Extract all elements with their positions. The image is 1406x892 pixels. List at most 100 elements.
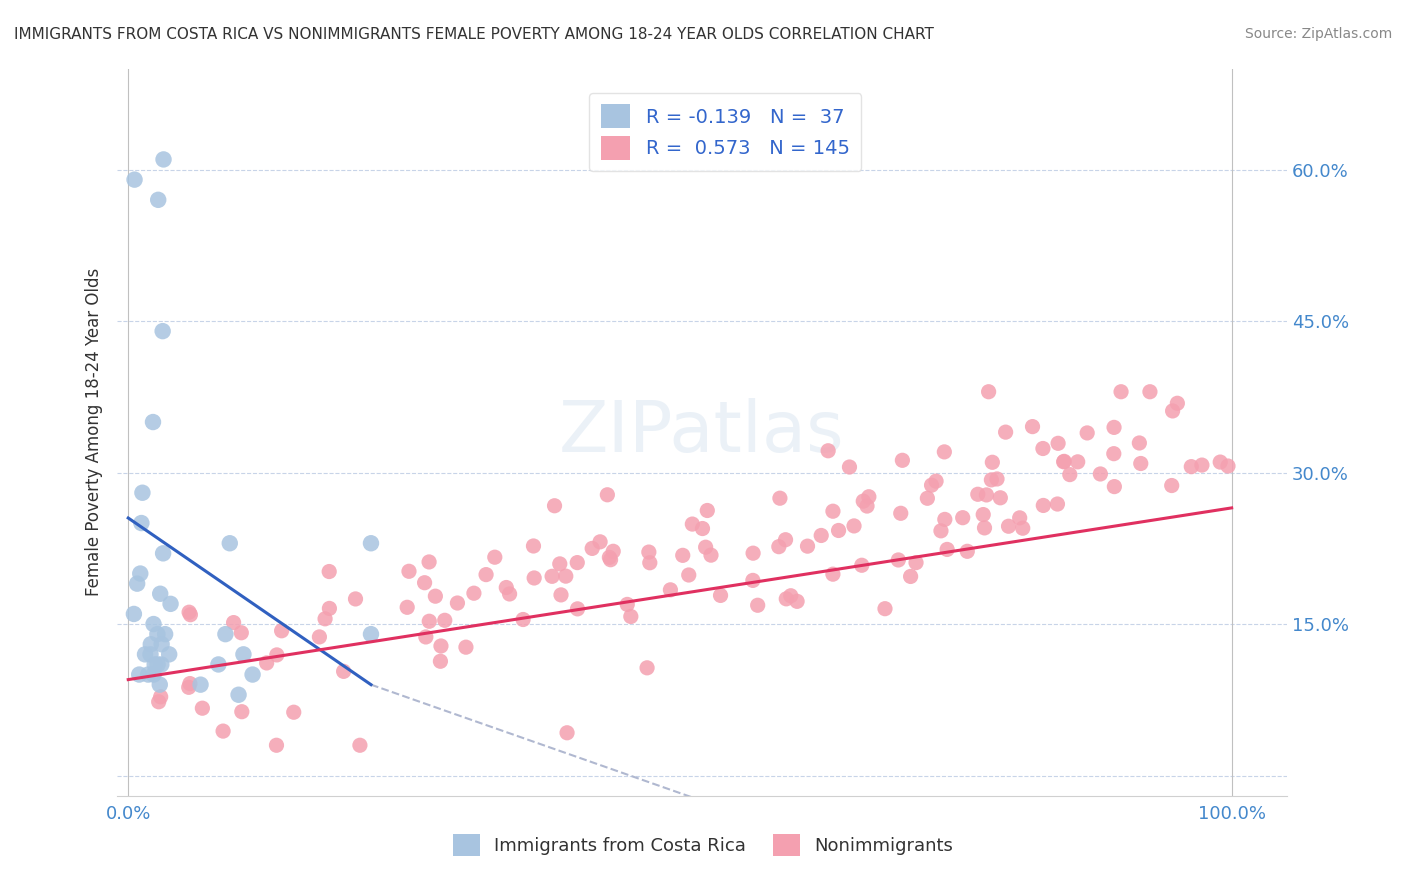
Point [936,542,959,557]
Point [842,519,865,533]
Point [148,695,170,709]
Point [139,648,162,662]
Point [1021,419,1043,434]
Point [567,556,589,570]
Legend: Immigrants from Costa Rica, Nonimmigrants: Immigrants from Costa Rica, Nonimmigrant… [443,825,963,865]
Point [131,485,153,500]
Point [228,688,250,702]
Point [637,545,659,559]
Point [1191,458,1213,472]
Point [796,539,818,553]
Point [887,553,910,567]
Point [929,524,952,538]
Point [150,637,173,651]
Point [146,657,169,672]
Point [1161,404,1184,418]
Point [1102,420,1125,434]
Point [988,491,1011,505]
Point [142,667,165,681]
Point [1076,425,1098,440]
Point [157,648,180,662]
Point [598,550,620,565]
Point [1046,497,1069,511]
Point [191,701,214,715]
Point [779,589,801,603]
Point [152,546,174,560]
Point [769,491,792,506]
Point [231,625,253,640]
Point [747,599,769,613]
Point [981,455,1004,469]
Point [838,460,860,475]
Point [681,517,703,532]
Point [332,665,354,679]
Point [139,637,162,651]
Point [821,567,844,582]
Point [212,724,235,739]
Point [190,678,212,692]
Point [775,533,797,547]
Point [415,630,437,644]
Point [429,654,451,668]
Point [149,678,172,692]
Point [231,705,253,719]
Point [134,648,156,662]
Point [149,587,172,601]
Point [495,581,517,595]
Point [454,640,477,655]
Point [177,605,200,619]
Point [620,609,643,624]
Point [972,508,994,522]
Point [554,569,576,583]
Point [852,494,875,508]
Point [966,487,988,501]
Point [541,569,564,583]
Point [433,613,456,627]
Point [768,540,790,554]
Point [398,564,420,578]
Point [143,657,166,672]
Point [512,613,534,627]
Point [1160,478,1182,492]
Point [150,657,173,672]
Point [775,591,797,606]
Legend: R = -0.139   N =  37, R =  0.573   N = 145: R = -0.139 N = 37, R = 0.573 N = 145 [589,93,862,171]
Point [270,624,292,638]
Point [976,488,998,502]
Point [152,153,174,167]
Point [218,536,240,550]
Point [599,552,621,566]
Point [696,503,718,517]
Point [1067,455,1090,469]
Point [484,550,506,565]
Point [980,473,1002,487]
Point [1139,384,1161,399]
Point [148,193,170,207]
Point [678,568,700,582]
Point [986,472,1008,486]
Point [131,516,153,530]
Point [360,627,382,641]
Point [1129,457,1152,471]
Point [418,614,440,628]
Point [430,639,453,653]
Point [900,569,922,583]
Point [555,725,578,739]
Text: Source: ZipAtlas.com: Source: ZipAtlas.com [1244,27,1392,41]
Point [921,478,943,492]
Point [810,528,832,542]
Point [817,443,839,458]
Point [543,499,565,513]
Point [1128,436,1150,450]
Point [952,510,974,524]
Point [994,425,1017,439]
Point [636,661,658,675]
Point [1102,447,1125,461]
Point [659,582,682,597]
Point [1032,442,1054,456]
Point [1011,521,1033,535]
Point [349,738,371,752]
Point [446,596,468,610]
Point [934,512,956,526]
Point [122,607,145,621]
